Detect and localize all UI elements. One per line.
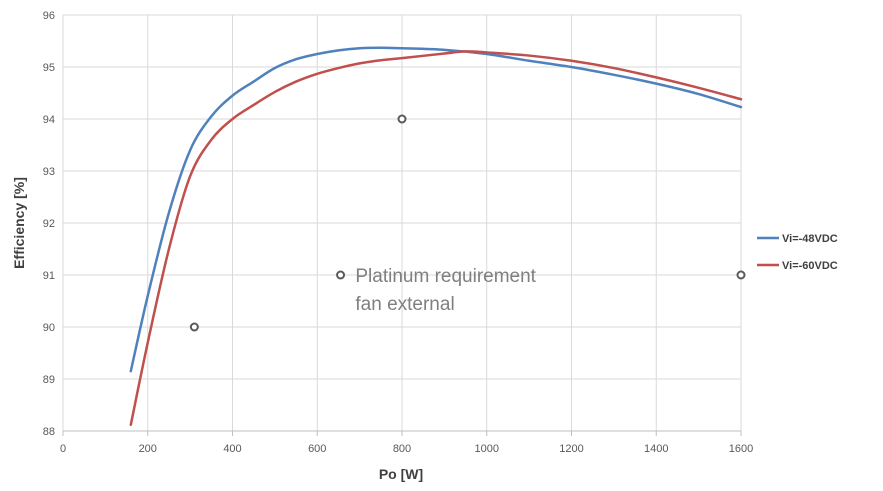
requirement-marker: [189, 322, 199, 332]
requirement-marker: [736, 270, 746, 280]
annotation-line: fan external: [355, 294, 454, 315]
y-tick-label: 92: [43, 218, 55, 230]
legend-entry: Vi=-48VDC: [782, 233, 838, 245]
requirement-marker: [336, 270, 346, 280]
x-tick-label: 1200: [559, 443, 583, 455]
y-tick-labels: 88 89 90 91 92 93 94 95 96: [43, 10, 55, 438]
y-axis-label: Efficiency [%]: [11, 177, 27, 269]
legend-entry: Vi=-60VDC: [782, 260, 838, 272]
series-line-vi-48vdc: [129, 46, 743, 373]
legend: Vi=-48VDC Vi=-60VDC: [757, 233, 838, 272]
x-tick-label: 600: [308, 443, 326, 455]
y-tick-label: 90: [43, 322, 55, 334]
x-tick-labels: 0 200 400 600 800 1000 1200 1400 1600: [60, 443, 753, 455]
x-axis-label: Po [W]: [379, 466, 423, 482]
grid: [62, 14, 742, 432]
x-tick-label: 200: [139, 443, 157, 455]
requirement-markers: [189, 114, 746, 332]
y-tick-label: 89: [43, 374, 55, 386]
x-tick-label: 800: [393, 443, 411, 455]
series-layer: [129, 46, 743, 427]
y-tick-label: 94: [43, 114, 55, 126]
annotation-line: Platinum requirement: [355, 266, 536, 287]
x-tick-label: 1600: [729, 443, 753, 455]
x-tick-label: 1000: [475, 443, 499, 455]
y-tick-label: 95: [43, 62, 55, 74]
y-tick-label: 93: [43, 166, 55, 178]
y-tick-label: 96: [43, 10, 55, 22]
x-tick-label: 1400: [644, 443, 668, 455]
x-tick-label: 0: [60, 443, 66, 455]
annotation: Platinum requirement fan external: [355, 266, 536, 315]
y-tick-label: 91: [43, 270, 55, 282]
x-tick-label: 400: [223, 443, 241, 455]
requirement-marker: [397, 114, 407, 124]
series-line-vi-60vdc: [129, 50, 743, 427]
y-tick-label: 88: [43, 426, 55, 438]
axes: [62, 430, 742, 436]
